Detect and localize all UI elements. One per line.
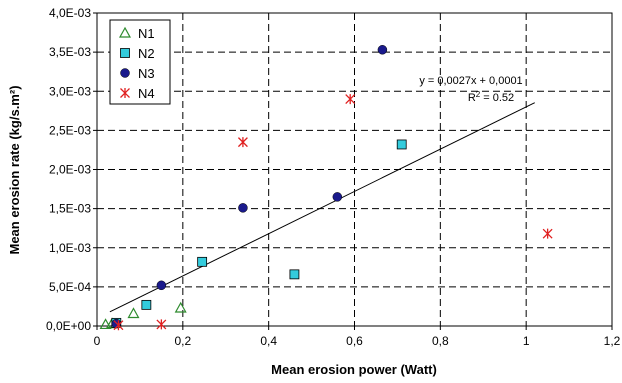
trendline: [109, 102, 535, 313]
y-tick-label: 1,0E-03: [49, 241, 91, 255]
y-tick-label: 4,0E-03: [49, 6, 91, 20]
y-axis-title: Mean erosion rate (kg/s.m²): [7, 85, 22, 254]
point-n3: [238, 203, 248, 213]
legend: N1 N2 N3 N4: [109, 19, 171, 105]
point-n2: [197, 256, 208, 267]
point-n1: [174, 301, 187, 313]
point-n4: [156, 319, 167, 330]
y-tick-label: 3,5E-03: [49, 45, 91, 59]
trendline-group: [109, 102, 535, 313]
legend-box: [109, 19, 171, 105]
y-tick-label: 0,0E+00: [46, 319, 91, 333]
point-n4: [345, 94, 356, 105]
point-n3: [156, 280, 167, 291]
point-n2: [396, 139, 407, 150]
legend-marker-n3: [120, 68, 130, 78]
x-tick-label: 0: [94, 334, 101, 348]
point-n3: [332, 192, 343, 202]
x-tick-label: 1: [523, 334, 530, 348]
trendline-equation: y = 0,0027x + 0,0001: [419, 75, 522, 87]
point-n4: [113, 320, 124, 331]
point-n2: [289, 269, 300, 280]
x-tick-label: 1,2: [604, 334, 621, 348]
y-tick-label: 2,0E-03: [49, 163, 91, 177]
point-n4: [542, 228, 553, 239]
point-n4: [237, 137, 248, 148]
legend-marker-n1: [118, 26, 132, 38]
data-points: [99, 45, 553, 331]
legend-label-n1: N1: [138, 26, 155, 41]
x-tick-label: 0,2: [174, 334, 191, 348]
point-n3: [377, 45, 388, 55]
legend-label-n3: N3: [138, 66, 155, 81]
x-tick-label: 0,4: [260, 334, 277, 348]
legend-marker-n4: [120, 88, 130, 98]
y-tick-label: 2,5E-03: [49, 123, 91, 137]
legend-label-n2: N2: [138, 46, 155, 61]
point-n1: [127, 307, 140, 319]
y-tick-label: 5,0E-04: [49, 280, 91, 294]
point-n2: [141, 299, 152, 310]
grid-lines: [97, 13, 612, 326]
trendline-r-squared: R2 = 0.52: [468, 90, 514, 104]
x-tick-label: 0,6: [346, 334, 363, 348]
y-tick-label: 3,0E-03: [49, 84, 91, 98]
tick-labels: 0 0,2 0,4 0,6 0,8 1 1,2 0,0E+00 5,0E-04 1,0E-03 1,…: [46, 6, 621, 348]
point-n1: [99, 318, 112, 330]
legend-marker-n2: [120, 48, 130, 58]
x-axis-title: Mean erosion power (Watt): [271, 362, 437, 377]
legend-label-n4: N4: [138, 86, 155, 101]
y-tick-label: 1,5E-03: [49, 202, 91, 216]
x-tick-label: 0,8: [432, 334, 449, 348]
